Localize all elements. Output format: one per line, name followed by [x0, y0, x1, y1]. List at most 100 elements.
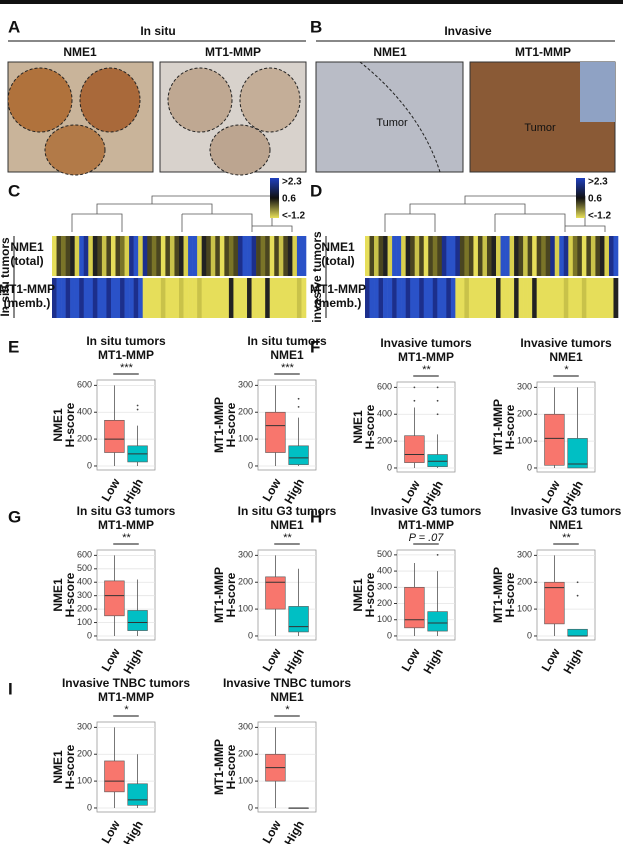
heatmap-cell [92, 278, 98, 318]
heatmap-cell [92, 236, 98, 276]
heatmap-cell [586, 236, 592, 276]
heatmap-cell [242, 236, 248, 276]
heatmap-cell [283, 236, 289, 276]
panel-letter: G [8, 507, 21, 526]
image-text: Tumor [524, 122, 556, 134]
y-tick-label: 300 [377, 582, 392, 592]
heatmap-cell [151, 278, 157, 318]
heatmap-cell [441, 236, 447, 276]
y-axis-label: H-score [363, 404, 377, 449]
y-tick-label: 300 [77, 722, 92, 732]
significance-label: * [285, 704, 290, 716]
significance-label: ** [562, 532, 571, 544]
x-tick-label: High [120, 476, 145, 506]
heatmap-cell [437, 236, 443, 276]
heatmap-cell [581, 278, 587, 318]
y-axis-label: H-score [224, 744, 238, 789]
heatmap-cell [383, 278, 388, 318]
heatmap-cell [179, 236, 184, 276]
heatmap-cell [70, 278, 75, 318]
y-axis-label: MT1-MMP [491, 399, 505, 455]
heatmap-cell [301, 236, 307, 276]
box [127, 610, 148, 631]
heatmap-cell [550, 236, 556, 276]
heatmap-cell [405, 278, 411, 318]
heatmap-cell [613, 278, 619, 318]
outlier [413, 399, 416, 402]
heatmap-cell [74, 278, 80, 318]
duct [7, 67, 73, 133]
heatmap-cell [419, 278, 425, 318]
heatmap-cell [247, 278, 252, 318]
heatmap-cell [414, 236, 420, 276]
x-tick-label: High [120, 818, 145, 844]
significance-label: *** [120, 362, 134, 374]
heatmap-cell [83, 236, 89, 276]
heatmap-cell [595, 236, 601, 276]
heatmap-cell [61, 278, 66, 318]
outlier [297, 405, 300, 408]
heatmap-cell [432, 236, 438, 276]
y-tick-label: 500 [77, 563, 92, 573]
heatmap-cell [554, 278, 560, 318]
heatmap-cell [387, 236, 393, 276]
heatmap-cell [188, 236, 193, 276]
box [265, 576, 286, 610]
box [104, 419, 125, 453]
heatmap-cell [79, 236, 85, 276]
colorbar [576, 178, 585, 218]
heatmap-cell [432, 278, 438, 318]
heatmap-cell [237, 278, 243, 318]
heatmap-cell [206, 278, 212, 318]
heatmap-cell [428, 236, 434, 276]
heatmap-cell [387, 278, 393, 318]
y-tick-label: 200 [77, 603, 92, 613]
heatmap-cell [274, 236, 280, 276]
heatmap-cell [505, 278, 510, 318]
colorbar-label: <-1.2 [282, 211, 306, 222]
y-axis-label: MT1-MMP [212, 739, 226, 795]
heatmap-cell [491, 236, 497, 276]
heatmap-cell [496, 236, 501, 276]
heatmap-cell [459, 278, 465, 318]
heatmap-cell [106, 236, 112, 276]
heatmap-cell [613, 236, 619, 276]
heatmap-cell [477, 278, 483, 318]
heatmap-cell [201, 236, 207, 276]
heatmap-cell [287, 236, 293, 276]
chart-title: Invasive TNBC tumors [223, 676, 351, 690]
chart-title: Invasive tumors [380, 336, 472, 350]
y-tick-label: 0 [387, 462, 392, 472]
heatmap-cell [83, 278, 89, 318]
y-tick-label: 400 [377, 565, 392, 575]
heatmap-cell [365, 236, 370, 276]
heatmap-cell [52, 236, 57, 276]
heatmap-cell [369, 236, 375, 276]
chart-title: NME1 [549, 350, 583, 364]
heatmap-cell [52, 278, 57, 318]
chart-title: In situ G3 tumors [238, 504, 337, 518]
y-tick-label: 300 [238, 380, 253, 390]
chart-title: In situ G3 tumors [77, 504, 176, 518]
heatmap-cell [287, 278, 293, 318]
heatmap-cell [269, 236, 275, 276]
y-axis-label: H-score [63, 402, 77, 447]
heatmap-cell [414, 278, 420, 318]
significance-label: *** [281, 362, 295, 374]
heatmap-cell [215, 236, 221, 276]
y-tick-label: 0 [527, 462, 532, 472]
heatmap-cell [251, 236, 257, 276]
y-axis-label: NME1 [51, 578, 65, 612]
y-tick-label: 200 [238, 577, 253, 587]
duct [79, 67, 141, 133]
heatmap-cell [124, 236, 130, 276]
outlier [436, 413, 439, 416]
y-axis-label: H-score [63, 744, 77, 789]
heatmap-cell [192, 236, 198, 276]
heatmap-cell [378, 278, 384, 318]
heatmap-cell [256, 278, 261, 318]
heatmap-cell [79, 278, 85, 318]
stroma [580, 62, 615, 122]
